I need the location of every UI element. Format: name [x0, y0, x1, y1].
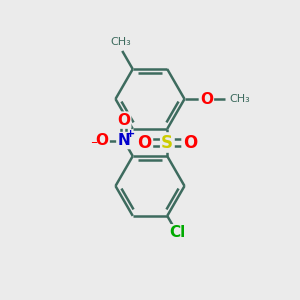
Text: N: N: [117, 133, 130, 148]
Text: ⁻: ⁻: [90, 138, 98, 152]
Text: +: +: [126, 129, 135, 139]
Text: O: O: [117, 112, 130, 128]
Text: O: O: [138, 134, 152, 152]
Text: CH₃: CH₃: [110, 37, 131, 47]
Text: O: O: [200, 92, 213, 106]
Text: O: O: [96, 133, 109, 148]
Text: O: O: [183, 134, 197, 152]
Text: S: S: [161, 134, 173, 152]
Text: Cl: Cl: [169, 225, 185, 240]
Text: CH₃: CH₃: [230, 94, 250, 104]
